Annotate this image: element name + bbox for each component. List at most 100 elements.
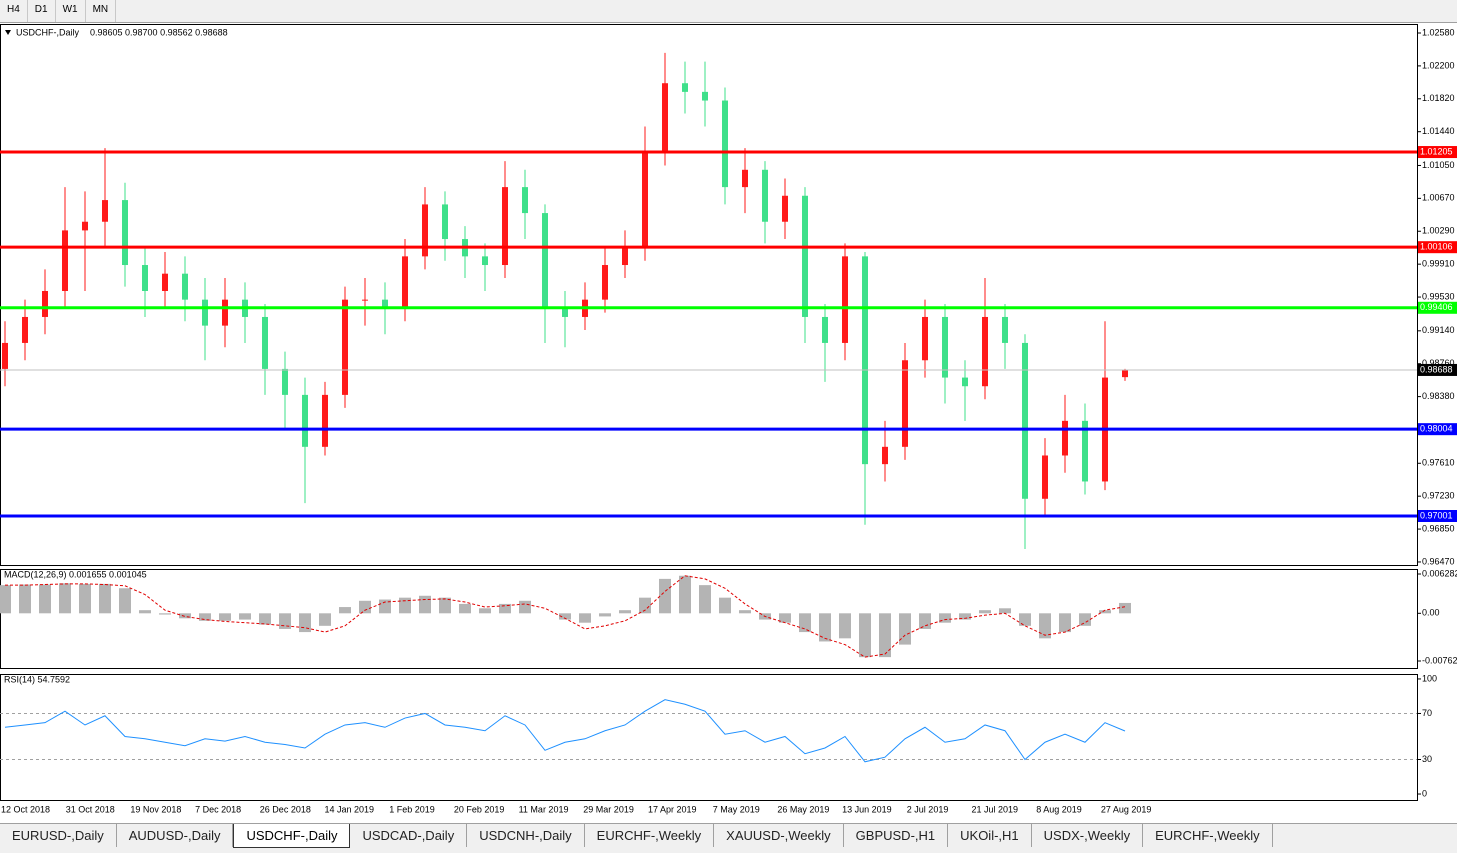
candle-body bbox=[682, 83, 688, 92]
x-tick-label: 26 Dec 2018 bbox=[260, 804, 311, 814]
chart-tab[interactable]: EURCHF-,Weekly bbox=[1143, 824, 1273, 847]
level-box bbox=[1418, 301, 1457, 314]
y-tick-label: 0.96850 bbox=[1422, 523, 1455, 533]
candle-body bbox=[962, 377, 968, 387]
chart-tab[interactable]: XAUUSD-,Weekly bbox=[714, 824, 844, 847]
macd-signal bbox=[5, 575, 1126, 658]
macd-bar bbox=[359, 600, 371, 614]
candle-body bbox=[622, 247, 628, 266]
chart-window: 1.02580 1.02200 1.01820 1.01440 1.01050 1.006… bbox=[0, 24, 1457, 814]
candle-body bbox=[1082, 420, 1088, 482]
y-tick-label: 0.96470 bbox=[1422, 556, 1455, 566]
macd-bar bbox=[439, 597, 451, 614]
candle-body bbox=[542, 213, 548, 309]
candle-body bbox=[202, 299, 208, 326]
level-box bbox=[1418, 509, 1457, 522]
timeframe-button[interactable]: W1 bbox=[56, 0, 86, 22]
level-label: 1.00106 bbox=[1420, 242, 1453, 252]
chart-tabs: EURUSD-,Daily AUDUSD-,Daily USDCHF-,Daily U… bbox=[0, 823, 1457, 853]
timeframe-toolbar: H4 D1 W1 MN bbox=[0, 0, 1457, 23]
y-tick-label: 100 bbox=[1422, 673, 1437, 683]
macd-bar bbox=[1119, 602, 1131, 614]
chart-tab[interactable]: USDCHF-,Daily bbox=[233, 824, 351, 848]
x-tick-label: 17 Apr 2019 bbox=[648, 804, 697, 814]
macd-bar bbox=[339, 607, 351, 614]
candle-body bbox=[82, 221, 88, 231]
candle-body bbox=[442, 204, 448, 240]
candle-body bbox=[162, 273, 168, 291]
macd-bar bbox=[1039, 613, 1051, 639]
chart-tab[interactable]: USDCNH-,Daily bbox=[467, 824, 585, 847]
candle-body bbox=[942, 316, 948, 378]
candle-body bbox=[842, 256, 848, 343]
macd-bar bbox=[499, 603, 511, 614]
candle-body bbox=[782, 195, 788, 222]
chart-tab[interactable]: AUDUSD-,Daily bbox=[117, 824, 234, 847]
x-tick-label: 12 Oct 2018 bbox=[1, 804, 50, 814]
macd-bar bbox=[239, 613, 251, 620]
macd-bar bbox=[199, 613, 211, 621]
panel-frame bbox=[0, 569, 1418, 669]
macd-bar bbox=[139, 610, 151, 614]
collapse-arrow bbox=[5, 30, 11, 35]
x-tick-label: 13 Jun 2019 bbox=[842, 804, 892, 814]
x-tick-label: 19 Nov 2018 bbox=[130, 804, 181, 814]
macd-bar bbox=[459, 603, 471, 614]
y-tick-label: 0.00 bbox=[1422, 608, 1440, 618]
chart-tab[interactable]: GBPUSD-,H1 bbox=[844, 824, 949, 847]
panel-title: RSI(14) 54.7592 bbox=[4, 674, 70, 684]
macd-bar bbox=[1059, 613, 1071, 633]
y-tick-label: 0 bbox=[1422, 788, 1427, 798]
macd-bar bbox=[979, 610, 991, 614]
macd-bar bbox=[559, 613, 571, 620]
y-tick-label: 1.00290 bbox=[1422, 226, 1455, 236]
macd-bar bbox=[619, 610, 631, 614]
chart-tab[interactable]: UKOil-,H1 bbox=[948, 824, 1032, 847]
current-price-label: 0.98688 bbox=[1420, 364, 1453, 374]
y-tick-label: 1.02200 bbox=[1422, 60, 1455, 70]
candle-body bbox=[342, 299, 348, 395]
y-tick-label: 1.02580 bbox=[1422, 27, 1455, 37]
y-tick-label: 0.006282 bbox=[1422, 568, 1457, 578]
y-tick-label: 1.01050 bbox=[1422, 160, 1455, 170]
x-tick-label: 29 Mar 2019 bbox=[583, 804, 634, 814]
timeframe-button[interactable]: MN bbox=[86, 0, 117, 22]
level-label: 1.01205 bbox=[1420, 146, 1453, 156]
candle-body bbox=[902, 360, 908, 447]
macd-bar bbox=[519, 600, 531, 614]
y-tick-label: 0.97230 bbox=[1422, 491, 1455, 501]
macd-bar bbox=[259, 613, 271, 625]
candle-body bbox=[602, 265, 608, 300]
y-tick-label: 1.01820 bbox=[1422, 93, 1455, 103]
macd-bar bbox=[159, 613, 171, 615]
timeframe-button[interactable]: D1 bbox=[28, 0, 56, 22]
y-tick-label: 70 bbox=[1422, 708, 1432, 718]
chart-tab[interactable]: USDX-,Weekly bbox=[1032, 824, 1144, 847]
x-tick-label: 27 Aug 2019 bbox=[1101, 804, 1152, 814]
candle-body bbox=[382, 299, 388, 309]
y-tick-label: 0.99140 bbox=[1422, 325, 1455, 335]
y-tick-label: 1.01440 bbox=[1422, 126, 1455, 136]
macd-bar bbox=[299, 613, 311, 633]
level-label: 0.98004 bbox=[1420, 424, 1453, 434]
candle-body bbox=[502, 187, 508, 266]
candle-body bbox=[422, 204, 428, 257]
candle-body bbox=[662, 83, 668, 153]
macd-bar bbox=[99, 583, 111, 614]
candle-body bbox=[922, 316, 928, 361]
y-tick-label: 0.97610 bbox=[1422, 458, 1455, 468]
macd-bar bbox=[919, 613, 931, 629]
candle-body bbox=[802, 195, 808, 317]
chart-tab[interactable]: USDCAD-,Daily bbox=[350, 824, 468, 847]
timeframe-button[interactable]: H4 bbox=[0, 0, 28, 22]
chart-tab[interactable]: EURUSD-,Daily bbox=[0, 824, 117, 847]
panel-title: MACD(12,26,9) 0.001655 0.001045 bbox=[4, 569, 147, 579]
candle-body bbox=[822, 316, 828, 343]
chart-tab[interactable]: EURCHF-,Weekly bbox=[585, 824, 715, 847]
macd-bar bbox=[479, 608, 491, 614]
x-tick-label: 14 Jan 2019 bbox=[325, 804, 375, 814]
macd-bar bbox=[279, 613, 291, 629]
macd-bar bbox=[179, 613, 191, 619]
x-tick-label: 21 Jul 2019 bbox=[972, 804, 1019, 814]
candle-body bbox=[22, 316, 28, 343]
